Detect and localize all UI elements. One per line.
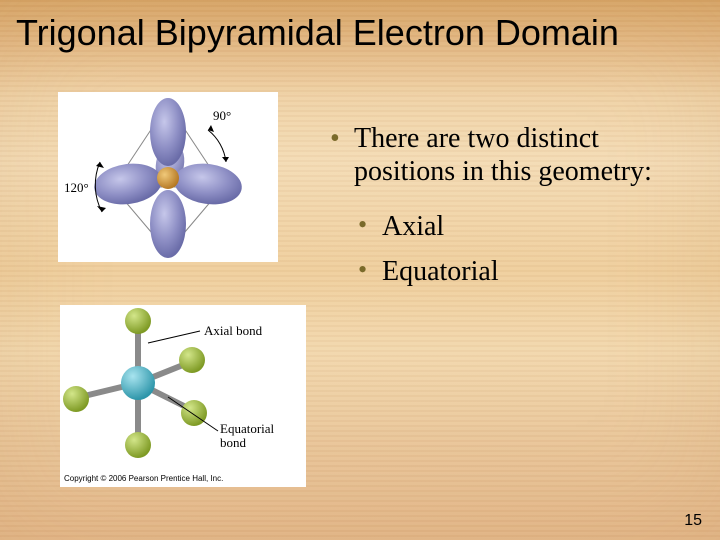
bullet-axial: Axial	[358, 210, 680, 243]
slide: Trigonal Bipyramidal Electron Domain	[0, 0, 720, 540]
angle-120-label: 120°	[64, 180, 89, 195]
figure-electron-domain: 90° 120°	[58, 92, 278, 262]
copyright-text: Copyright © 2006 Pearson Prentice Hall, …	[64, 474, 223, 483]
page-number: 15	[684, 512, 702, 530]
figure-ball-stick: Axial bond Equatorial bond Copyright © 2…	[60, 305, 306, 487]
bullet-equatorial: Equatorial	[358, 255, 680, 288]
axial-bond-label: Axial bond	[204, 323, 263, 338]
ball-stick-svg: Axial bond Equatorial bond Copyright © 2…	[60, 305, 306, 487]
equatorial-bond-label: Equatorial bond	[220, 421, 277, 450]
slide-title: Trigonal Bipyramidal Electron Domain	[16, 12, 704, 54]
bullet-main: There are two distinct positions in this…	[330, 122, 680, 188]
electron-domain-svg: 90° 120°	[58, 92, 278, 262]
angle-90-label: 90°	[213, 108, 231, 123]
bullet-list: There are two distinct positions in this…	[330, 122, 680, 300]
